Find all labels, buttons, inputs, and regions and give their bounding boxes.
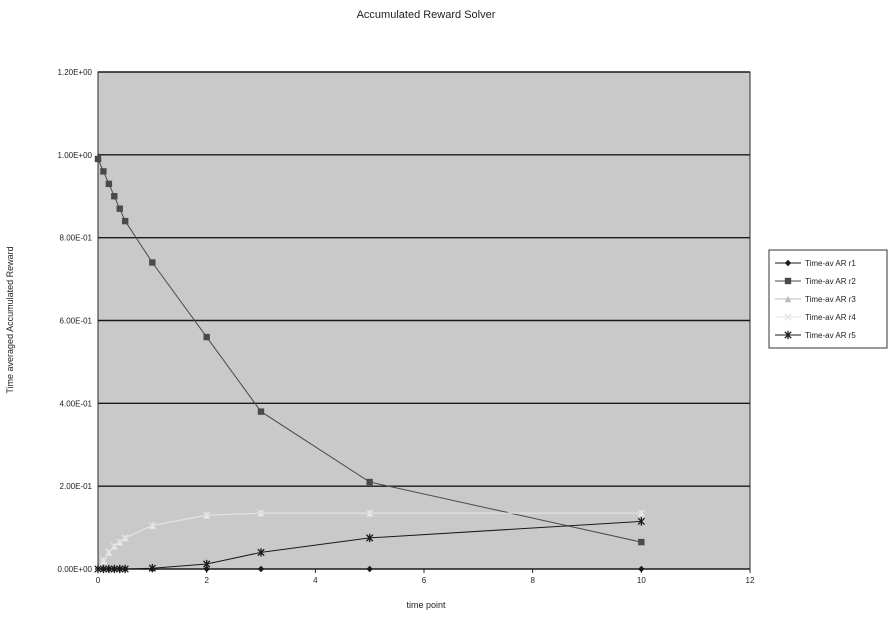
data-point — [148, 563, 156, 573]
data-point — [116, 538, 124, 546]
data-point — [116, 205, 123, 212]
x-tick-label: 0 — [96, 576, 101, 585]
data-point — [257, 565, 265, 573]
data-point — [784, 313, 792, 321]
legend-item: Time-av AR r2 — [775, 277, 856, 286]
y-tick-label: 8.00E-01 — [60, 234, 93, 243]
chart-title: Accumulated Reward Solver — [357, 9, 496, 21]
data-point — [94, 155, 102, 163]
y-tick-label: 4.00E-01 — [60, 399, 93, 408]
data-point — [637, 517, 645, 526]
data-point — [784, 259, 792, 267]
legend-item: Time-av AR r1 — [775, 259, 856, 268]
data-point — [257, 509, 265, 517]
x-tick-label: 10 — [637, 576, 646, 585]
data-point — [203, 565, 210, 573]
x-tick-label: 6 — [422, 576, 427, 585]
legend-label: Time-av AR r4 — [805, 313, 856, 322]
data-point — [784, 277, 792, 285]
data-point — [149, 259, 156, 266]
data-point — [637, 509, 645, 517]
y-tick-label: 1.20E+00 — [58, 68, 93, 77]
x-tick-label: 4 — [313, 576, 318, 585]
data-point — [366, 533, 374, 543]
data-point — [638, 565, 645, 573]
x-axis-label: time point — [406, 600, 446, 610]
plot-area: 0.00E+00 2.00E-01 4.00E-01 6.00E-01 8.00E-01… — [58, 68, 755, 585]
x-tick-label: 8 — [530, 576, 535, 585]
data-point — [366, 509, 374, 517]
x-tick-label: 12 — [746, 576, 755, 585]
data-point — [121, 534, 129, 542]
data-point — [784, 295, 792, 303]
data-point — [366, 565, 373, 573]
data-point — [105, 548, 113, 557]
y-tick-label: 0.00E+00 — [58, 565, 93, 574]
data-point — [203, 333, 210, 341]
legend-label: Time-av AR r5 — [805, 331, 856, 340]
y-axis-label: Time averaged Accumulated Reward — [5, 246, 15, 393]
y-tick-label: 2.00E-01 — [60, 482, 93, 491]
legend-item: Time-av AR r5 — [775, 330, 856, 340]
data-point — [111, 193, 118, 200]
y-tick-label: 1.00E+00 — [58, 151, 93, 160]
x-tick-label: 2 — [204, 576, 209, 585]
y-tick-label: 6.00E-01 — [60, 317, 93, 326]
data-point — [110, 542, 118, 550]
data-point — [116, 564, 124, 574]
data-point — [366, 478, 373, 486]
data-point — [257, 548, 265, 557]
data-point — [203, 559, 211, 569]
legend-label: Time-av AR r2 — [805, 277, 856, 286]
series-2 — [94, 155, 645, 546]
data-point — [99, 564, 108, 574]
data-point — [99, 557, 108, 565]
data-point — [121, 217, 129, 225]
legend-item: Time-av AR r3 — [775, 295, 856, 304]
data-point — [148, 521, 156, 530]
data-point — [110, 564, 118, 574]
data-point — [257, 408, 265, 415]
series-4 — [94, 509, 645, 573]
data-point — [784, 330, 792, 340]
legend: Time-av AR r1 Time-av AR r2 Time-av AR r3 T… — [768, 249, 888, 349]
data-point — [105, 564, 113, 574]
data-point — [100, 168, 107, 175]
data-point — [94, 564, 102, 574]
legend-label: Time-av AR r3 — [805, 295, 856, 304]
data-point — [121, 564, 129, 574]
data-point — [203, 511, 211, 519]
series-5 — [94, 517, 645, 574]
data-point — [638, 538, 645, 546]
legend-item: Time-av AR r4 — [775, 313, 856, 322]
legend-label: Time-av AR r1 — [805, 259, 856, 268]
data-point — [105, 180, 113, 188]
